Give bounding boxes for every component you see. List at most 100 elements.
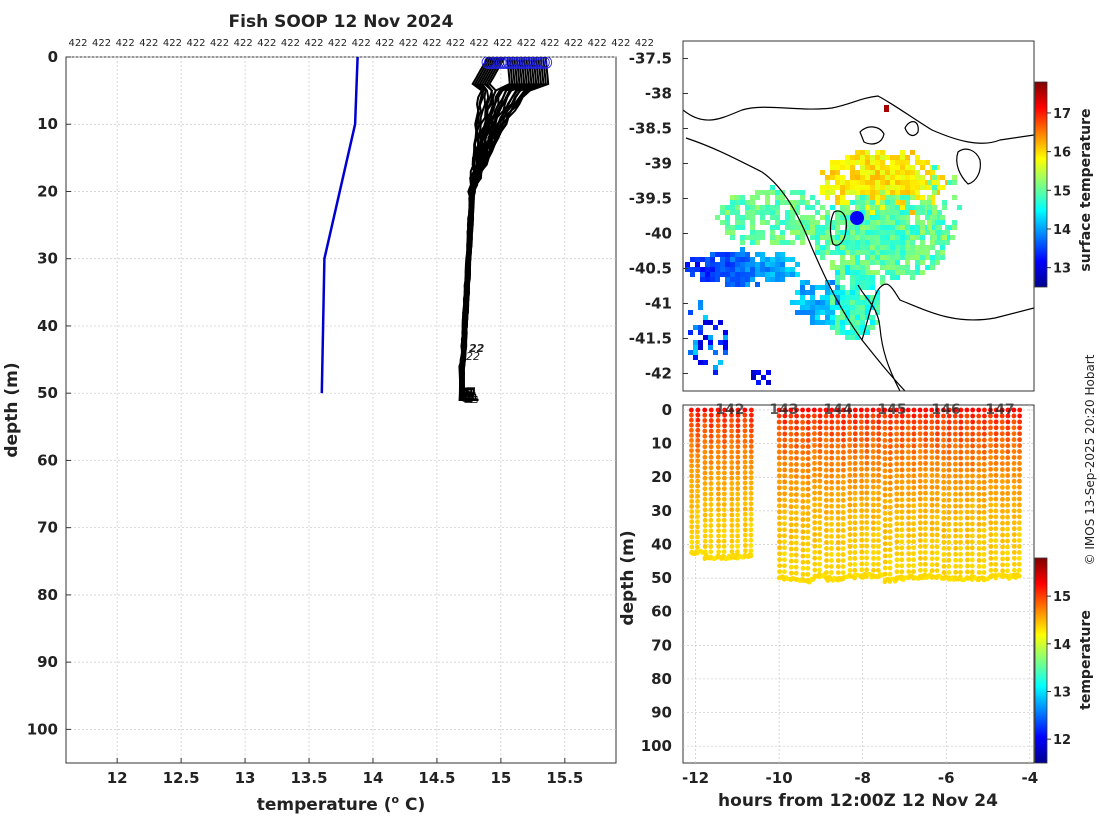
sst-pixel bbox=[942, 205, 947, 210]
depth-time-point bbox=[969, 533, 975, 539]
depth-time-point bbox=[742, 537, 748, 543]
depth-time-point bbox=[716, 528, 721, 534]
depth-time-point bbox=[953, 485, 958, 491]
depth-time-point bbox=[729, 465, 735, 471]
depth-time-point bbox=[917, 550, 923, 555]
depth-time-point bbox=[859, 520, 865, 525]
depth-time-point bbox=[748, 449, 754, 455]
sst-pixel bbox=[870, 180, 875, 185]
depth-time-point bbox=[870, 455, 876, 460]
depth-time-point bbox=[812, 437, 817, 443]
depth-time-point bbox=[777, 563, 782, 569]
sst-pixel bbox=[900, 175, 905, 180]
depth-time-point bbox=[860, 575, 866, 580]
depth-time-point bbox=[941, 521, 947, 527]
sst-pixel bbox=[698, 360, 703, 365]
depth-time-point bbox=[715, 449, 721, 455]
depth-time-point bbox=[729, 496, 735, 502]
sst-pixel bbox=[905, 265, 910, 270]
depth-time-point bbox=[828, 564, 834, 569]
depth-time-point bbox=[793, 498, 799, 504]
sst-pixel bbox=[720, 272, 725, 277]
depth-time-point bbox=[812, 449, 817, 454]
sst-pixel bbox=[740, 272, 745, 277]
depth-time-point bbox=[958, 503, 964, 509]
depth-time-point bbox=[776, 455, 782, 461]
depth-time-y-tick-label: 90 bbox=[651, 704, 672, 722]
depth-time-point bbox=[911, 413, 917, 419]
sst-pixel bbox=[860, 300, 865, 305]
map-longitude-tick-label: 147 bbox=[985, 402, 1014, 418]
sst-pixel bbox=[800, 195, 805, 200]
depth-time-y-tick-label: 100 bbox=[641, 737, 672, 755]
sst-pixel bbox=[930, 195, 935, 200]
sst-pixel bbox=[765, 195, 770, 200]
depth-time-point bbox=[708, 423, 714, 429]
depth-time-point bbox=[981, 497, 987, 503]
sst-pixel bbox=[775, 257, 780, 262]
sst-pixel bbox=[725, 252, 730, 257]
depth-time-point bbox=[782, 497, 788, 503]
fish-cast-line bbox=[458, 57, 540, 401]
depth-time-point bbox=[788, 510, 794, 516]
depth-time-point bbox=[715, 454, 721, 460]
depth-time-y-tick-label: 0 bbox=[662, 401, 672, 419]
depth-time-point bbox=[721, 523, 727, 528]
sst-pixel bbox=[865, 240, 870, 245]
sst-pixel bbox=[800, 240, 805, 245]
depth-time-point bbox=[964, 413, 970, 419]
depth-time-point bbox=[941, 449, 946, 455]
depth-time-point bbox=[1011, 555, 1017, 561]
sst-pixel bbox=[845, 320, 850, 325]
sst-pixel bbox=[915, 235, 920, 240]
sst-pixel bbox=[915, 160, 920, 165]
sst-pixel bbox=[925, 215, 930, 220]
sst-pixel bbox=[850, 210, 855, 215]
depth-time-point bbox=[952, 443, 958, 449]
sst-pixel bbox=[870, 315, 875, 320]
depth-time-point bbox=[708, 428, 714, 434]
sst-pixel bbox=[920, 160, 925, 165]
depth-time-point bbox=[735, 523, 741, 528]
depth-time-point bbox=[905, 413, 911, 419]
depth-time-point bbox=[934, 502, 940, 508]
sst-pixel bbox=[766, 370, 771, 375]
depth-time-point bbox=[1011, 413, 1017, 419]
depth-time-point bbox=[829, 521, 834, 527]
depth-time-point bbox=[870, 526, 876, 532]
sst-pixel bbox=[880, 230, 885, 235]
depth-time-point bbox=[742, 543, 748, 548]
depth-time-point bbox=[829, 503, 834, 509]
depth-time-point bbox=[970, 509, 975, 515]
depth-time-point bbox=[906, 569, 912, 574]
depth-time-point bbox=[812, 543, 818, 549]
sst-pixel bbox=[765, 272, 770, 277]
top-cast-label: 422 bbox=[399, 38, 418, 49]
depth-time-point bbox=[776, 491, 782, 497]
depth-time-point bbox=[970, 437, 976, 443]
depth-time-point bbox=[887, 510, 893, 516]
depth-time-point bbox=[929, 455, 935, 460]
sst-pixel bbox=[880, 155, 885, 160]
depth-time-point bbox=[788, 468, 794, 473]
depth-time-point bbox=[993, 478, 999, 484]
depth-time-point bbox=[941, 413, 946, 419]
sst-pixel bbox=[880, 245, 885, 250]
sst-pixel bbox=[835, 240, 840, 245]
sst-pixel bbox=[740, 252, 745, 257]
sst-pixel bbox=[850, 160, 855, 165]
depth-time-point bbox=[817, 543, 823, 549]
depth-time-point bbox=[776, 443, 782, 449]
depth-time-point bbox=[964, 425, 970, 431]
depth-time-point bbox=[894, 461, 900, 467]
sst-pixel bbox=[915, 175, 920, 180]
depth-time-point bbox=[735, 418, 741, 423]
sst-pixel bbox=[835, 220, 840, 225]
depth-time-point bbox=[835, 564, 841, 569]
sst-pixel bbox=[905, 240, 910, 245]
depth-time-point bbox=[894, 551, 900, 557]
sst-pixel bbox=[900, 240, 905, 245]
sst-pixel bbox=[730, 200, 735, 205]
depth-time-point bbox=[847, 425, 852, 431]
